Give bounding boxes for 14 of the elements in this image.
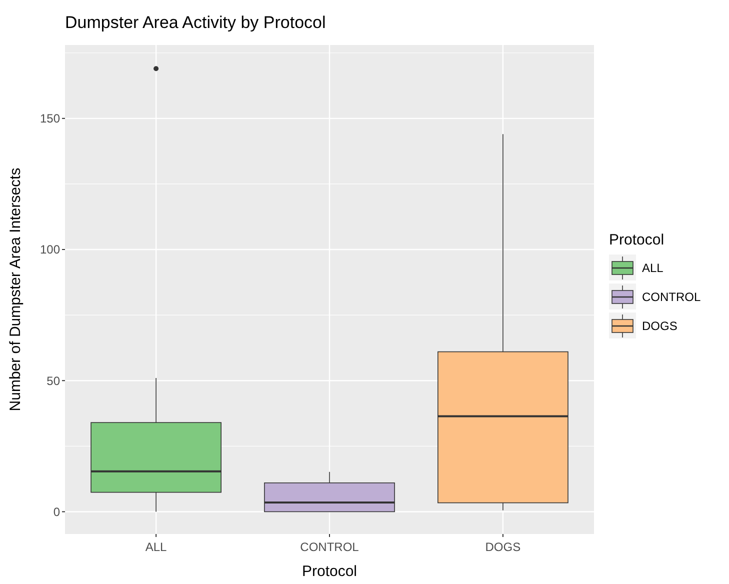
y-tick-label: 50 bbox=[46, 374, 60, 388]
y-axis-title: Number of Dumpster Area Intersects bbox=[7, 168, 24, 412]
chart-title: Dumpster Area Activity by Protocol bbox=[65, 13, 326, 32]
y-tick-label: 100 bbox=[40, 242, 60, 257]
legend-title: Protocol bbox=[609, 232, 664, 248]
x-tick-label: ALL bbox=[145, 540, 168, 554]
legend-label: CONTROL bbox=[642, 290, 701, 304]
y-tick-label: 0 bbox=[53, 504, 60, 519]
x-tick-label: DOGS bbox=[485, 540, 521, 554]
legend-label: ALL bbox=[642, 261, 664, 276]
y-tick-label: 150 bbox=[40, 112, 60, 126]
x-tick-label: CONTROL bbox=[300, 540, 360, 554]
x-axis-title: Protocol bbox=[302, 563, 358, 580]
legend-label: DOGS bbox=[642, 319, 678, 334]
